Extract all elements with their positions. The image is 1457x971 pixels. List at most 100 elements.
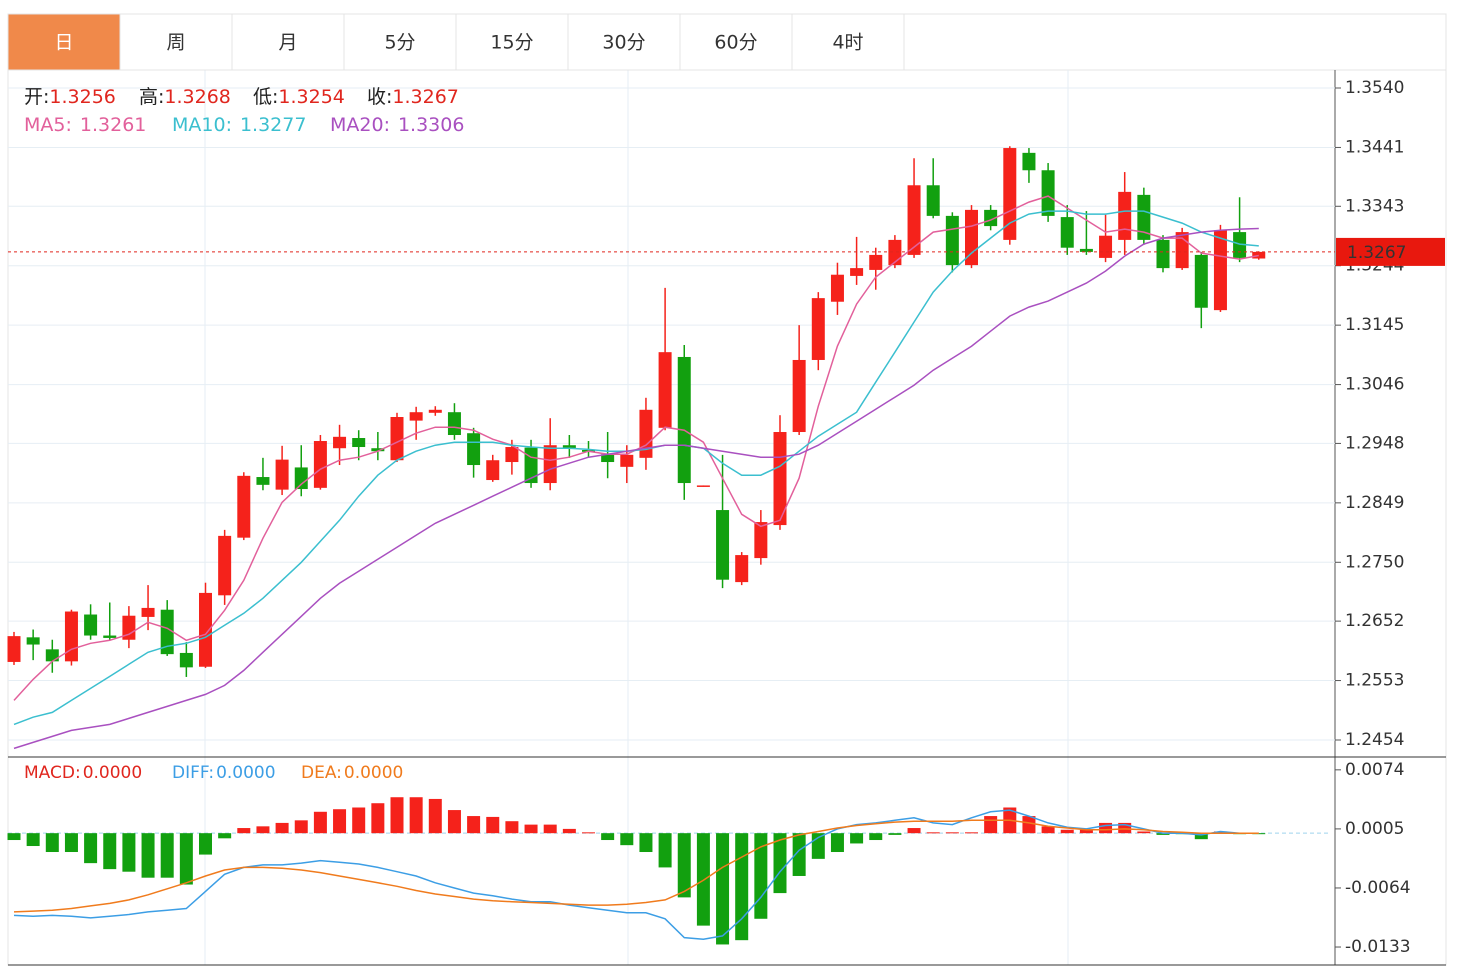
tab-label[interactable]: 60分 [714,32,757,54]
tab[interactable] [7,13,121,71]
candle-body [7,636,21,662]
y-tick-label: 0.0074 [1345,760,1404,780]
candle-body [562,445,576,449]
candle-body [275,459,289,490]
tab-label[interactable]: 15分 [490,32,533,54]
macd-bar [1194,833,1208,840]
macd-bar [26,833,40,847]
ma-line [13,227,1259,750]
candle-body [1118,191,1132,240]
tab-label[interactable]: 30分 [602,32,645,54]
macd-bar [945,832,959,834]
macd-bar [601,833,615,841]
y-tick-label: -0.0133 [1345,937,1411,957]
candle-body [524,447,538,484]
tab[interactable] [343,13,457,71]
macd-line [13,819,1259,913]
macd-bar [486,816,500,834]
info-label: 开: [24,86,49,108]
macd-bar [256,826,270,834]
macd-bar [850,833,864,844]
legend-value: 0.0000 [83,763,142,783]
tab[interactable] [119,13,233,71]
macd-bar [409,797,423,834]
macd-bar [1079,829,1093,834]
macd-bar [543,824,557,834]
tab-label[interactable]: 4时 [832,32,863,54]
macd-bar [1060,829,1074,834]
macd-bar [869,833,883,841]
macd-legend: DEA: 0.0000 [301,763,403,783]
legend-name: MACD: [24,763,81,783]
candle-body [179,652,193,668]
candle-body [160,609,174,655]
candle-body [1137,194,1151,240]
tab[interactable] [231,13,345,71]
candle-body [486,460,500,481]
legend-value: 1.3277 [240,114,306,136]
macd-bar [524,824,538,834]
legend-value: 1.3306 [398,114,464,136]
macd-bar [122,833,136,872]
macd-bar [199,833,212,855]
tab-label[interactable]: 周 [166,32,185,54]
candle-body [811,298,825,360]
legend-name: MA5: [24,114,72,136]
candle-body [447,412,461,436]
y-tick-label: -0.0064 [1345,878,1411,898]
candle-body [984,209,998,227]
info-item: 低:1.3254 [253,86,345,108]
tab[interactable] [455,13,569,71]
macd-bar [620,833,634,846]
macd-bar [735,833,749,941]
macd-bar [754,833,768,919]
macd-line [13,809,1259,941]
tab-label[interactable]: 日 [54,32,73,54]
tab-label[interactable]: 5分 [384,32,415,54]
candle-body [1060,217,1074,248]
candle-body [945,215,959,266]
macd-bar [830,833,844,853]
macd-bar [371,803,385,834]
y-tick-label: 1.3343 [1345,196,1404,216]
candle-body [696,485,710,487]
frame [7,13,1447,966]
candle-body [199,592,212,667]
macd-bar [333,809,347,834]
info-item: 收:1.3267 [367,86,459,108]
candle-body [716,510,730,580]
legend-name: MA20: [330,114,390,136]
candle-body [1213,230,1227,311]
tab-label[interactable]: 月 [278,32,297,54]
y-tick-label: 1.2454 [1345,730,1404,750]
info-label: 低: [253,86,278,108]
candle-body [677,356,691,484]
tab[interactable] [567,13,681,71]
candle-body [601,454,615,463]
macd-bar [505,821,519,834]
macd-bar [773,833,787,894]
candle-body [371,448,385,452]
macd-bar [965,832,978,834]
info-value: 1.3268 [164,86,230,108]
legend-name: DEA: [301,763,342,783]
macd-bar [677,833,691,898]
last-price-label: 1.3267 [1347,243,1406,263]
tab[interactable] [791,13,905,71]
candle-body [1003,148,1017,240]
info-label: 收: [367,86,392,108]
info-item: 开:1.3256 [24,86,116,108]
legend-item: MA5: 1.3261 [24,114,146,136]
info-item: 高:1.3268 [139,86,231,108]
candle-body [1252,251,1266,259]
macd-bar [658,833,672,868]
macd-bar [467,816,481,834]
candle-body [467,433,481,466]
macd-bar [352,807,366,834]
candle-body [1099,235,1113,258]
candle-body [141,607,155,617]
y-tick-label: 1.2750 [1345,552,1404,572]
last-price-box [1336,237,1445,266]
candle-body [850,268,864,276]
